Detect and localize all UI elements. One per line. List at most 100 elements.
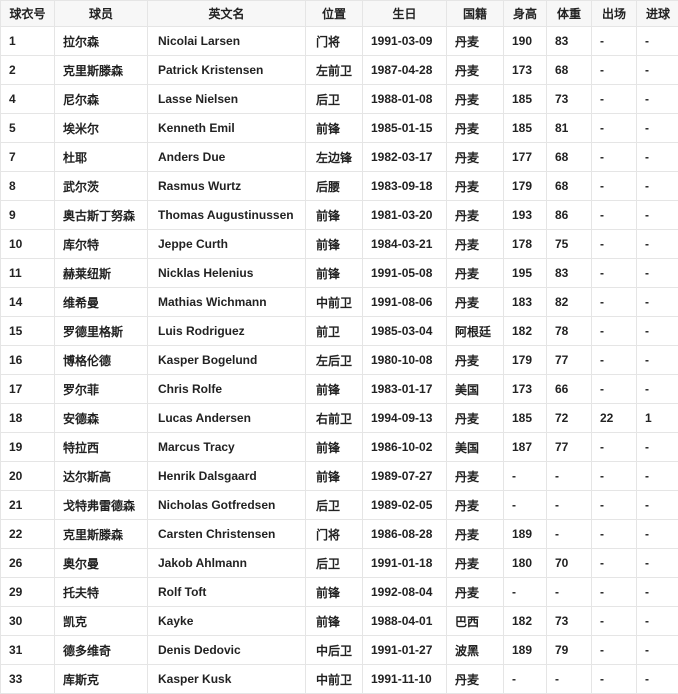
- cell-weight: 75: [547, 230, 592, 259]
- cell-weight: 68: [547, 143, 592, 172]
- cell-player-name: 奥古斯丁努森: [55, 201, 148, 230]
- cell-nationality: 丹麦: [447, 491, 504, 520]
- header-height: 身高: [504, 1, 547, 27]
- cell-player-name: 尼尔森: [55, 85, 148, 114]
- cell-appearances: -: [592, 143, 637, 172]
- cell-english-name: Lasse Nielsen: [148, 85, 306, 114]
- cell-birthday: 1983-01-17: [363, 375, 447, 404]
- cell-nationality: 巴西: [447, 607, 504, 636]
- cell-weight: 77: [547, 433, 592, 462]
- cell-weight: 68: [547, 172, 592, 201]
- cell-position: 左前卫: [306, 56, 363, 85]
- cell-height: 195: [504, 259, 547, 288]
- table-header: 球衣号球员英文名位置生日国籍身高体重出场进球: [1, 1, 678, 27]
- header-goals: 进球: [637, 1, 678, 27]
- cell-goals: -: [637, 433, 678, 462]
- cell-player-name: 博格伦德: [55, 346, 148, 375]
- cell-player-name: 赫莱纽斯: [55, 259, 148, 288]
- cell-english-name: Kasper Bogelund: [148, 346, 306, 375]
- cell-weight: -: [547, 578, 592, 607]
- cell-english-name: Nicholas Gotfredsen: [148, 491, 306, 520]
- cell-player-name: 奥尔曼: [55, 549, 148, 578]
- cell-appearances: 22: [592, 404, 637, 433]
- cell-nationality: 丹麦: [447, 201, 504, 230]
- cell-player-name: 武尔茨: [55, 172, 148, 201]
- cell-appearances: -: [592, 346, 637, 375]
- cell-appearances: -: [592, 56, 637, 85]
- cell-jersey-number: 2: [1, 56, 55, 85]
- cell-position: 前锋: [306, 230, 363, 259]
- cell-jersey-number: 7: [1, 143, 55, 172]
- cell-player-name: 克里斯滕森: [55, 56, 148, 85]
- cell-player-name: 维希曼: [55, 288, 148, 317]
- cell-birthday: 1991-01-27: [363, 636, 447, 665]
- cell-nationality: 丹麦: [447, 549, 504, 578]
- cell-jersey-number: 8: [1, 172, 55, 201]
- cell-player-name: 托夫特: [55, 578, 148, 607]
- cell-english-name: Luis Rodriguez: [148, 317, 306, 346]
- cell-player-name: 特拉西: [55, 433, 148, 462]
- cell-nationality: 丹麦: [447, 56, 504, 85]
- cell-appearances: -: [592, 85, 637, 114]
- cell-english-name: Patrick Kristensen: [148, 56, 306, 85]
- cell-nationality: 丹麦: [447, 665, 504, 694]
- cell-jersey-number: 22: [1, 520, 55, 549]
- cell-nationality: 丹麦: [447, 520, 504, 549]
- cell-english-name: Henrik Dalsgaard: [148, 462, 306, 491]
- cell-height: -: [504, 665, 547, 694]
- cell-weight: 66: [547, 375, 592, 404]
- cell-birthday: 1991-08-06: [363, 288, 447, 317]
- cell-weight: 79: [547, 636, 592, 665]
- cell-goals: -: [637, 114, 678, 143]
- cell-jersey-number: 10: [1, 230, 55, 259]
- cell-jersey-number: 5: [1, 114, 55, 143]
- cell-position: 前锋: [306, 114, 363, 143]
- cell-birthday: 1991-05-08: [363, 259, 447, 288]
- header-player-name: 球员: [55, 1, 148, 27]
- cell-position: 前锋: [306, 462, 363, 491]
- cell-position: 前锋: [306, 375, 363, 404]
- cell-english-name: Rasmus Wurtz: [148, 172, 306, 201]
- cell-goals: -: [637, 85, 678, 114]
- cell-jersey-number: 17: [1, 375, 55, 404]
- cell-appearances: -: [592, 491, 637, 520]
- cell-position: 后卫: [306, 85, 363, 114]
- cell-player-name: 罗尔菲: [55, 375, 148, 404]
- cell-weight: 70: [547, 549, 592, 578]
- cell-goals: -: [637, 201, 678, 230]
- cell-weight: 73: [547, 607, 592, 636]
- cell-goals: -: [637, 27, 678, 56]
- cell-player-name: 戈特弗雷德森: [55, 491, 148, 520]
- cell-nationality: 丹麦: [447, 143, 504, 172]
- cell-birthday: 1987-04-28: [363, 56, 447, 85]
- cell-goals: -: [637, 636, 678, 665]
- cell-height: 182: [504, 317, 547, 346]
- cell-jersey-number: 20: [1, 462, 55, 491]
- cell-goals: -: [637, 491, 678, 520]
- cell-appearances: -: [592, 259, 637, 288]
- cell-height: 185: [504, 404, 547, 433]
- cell-position: 门将: [306, 27, 363, 56]
- cell-player-name: 德多维奇: [55, 636, 148, 665]
- cell-position: 前锋: [306, 433, 363, 462]
- cell-position: 中前卫: [306, 288, 363, 317]
- cell-position: 后卫: [306, 491, 363, 520]
- cell-birthday: 1985-03-04: [363, 317, 447, 346]
- cell-nationality: 丹麦: [447, 404, 504, 433]
- cell-position: 门将: [306, 520, 363, 549]
- cell-english-name: Kayke: [148, 607, 306, 636]
- header-position: 位置: [306, 1, 363, 27]
- cell-english-name: Chris Rolfe: [148, 375, 306, 404]
